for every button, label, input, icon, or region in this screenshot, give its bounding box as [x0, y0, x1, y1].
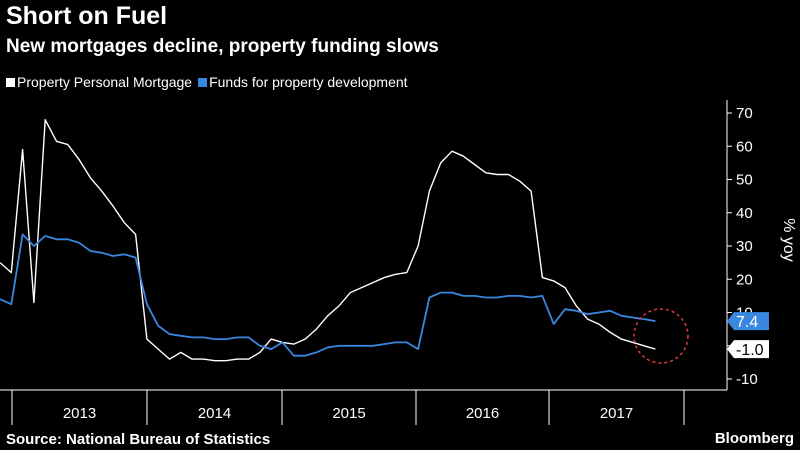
- y-tick-label: 50: [736, 172, 753, 189]
- chart-title: Short on Fuel: [6, 2, 168, 30]
- y-tick-label: 20: [736, 271, 753, 288]
- x-tick-label: 2013: [63, 405, 96, 422]
- y-tick-label: 70: [736, 105, 753, 122]
- legend-label-mortgage: Property Personal Mortgage: [17, 74, 193, 90]
- bloomberg-logo: Bloomberg: [714, 430, 794, 447]
- x-tick-label: 2014: [198, 405, 231, 422]
- x-tick-label: 2016: [466, 405, 499, 422]
- x-tick-label: 2017: [600, 405, 633, 422]
- end-value-funds: 7.4: [736, 314, 758, 331]
- y-axis-label: % yoy: [780, 218, 797, 262]
- legend: Property Personal Mortgage Funds for pro…: [6, 74, 414, 90]
- legend-swatch-funds: [198, 77, 208, 87]
- y-tick-label: -10: [736, 371, 758, 388]
- source-note: Source: National Bureau of Statistics: [6, 431, 271, 448]
- legend-item-mortgage: Property Personal Mortgage: [6, 74, 192, 90]
- y-tick-label: 60: [736, 138, 753, 155]
- chart-subtitle: New mortgages decline, property funding …: [6, 36, 439, 57]
- y-tick-label: 40: [736, 205, 753, 222]
- y-tick-label: 30: [736, 238, 753, 255]
- series-line-funds: [0, 233, 656, 357]
- x-tick-label: 2015: [332, 405, 365, 422]
- end-tag-mortgage: [727, 340, 769, 359]
- series-line-mortgage: [0, 118, 656, 362]
- end-value-mortgage: -1.0: [736, 342, 764, 359]
- highlight-circle: [633, 308, 689, 364]
- legend-swatch-mortgage: [6, 77, 15, 87]
- end-tag-funds: [727, 312, 769, 331]
- legend-item-funds: Funds for property development: [198, 74, 408, 90]
- legend-label-funds: Funds for property development: [209, 74, 408, 90]
